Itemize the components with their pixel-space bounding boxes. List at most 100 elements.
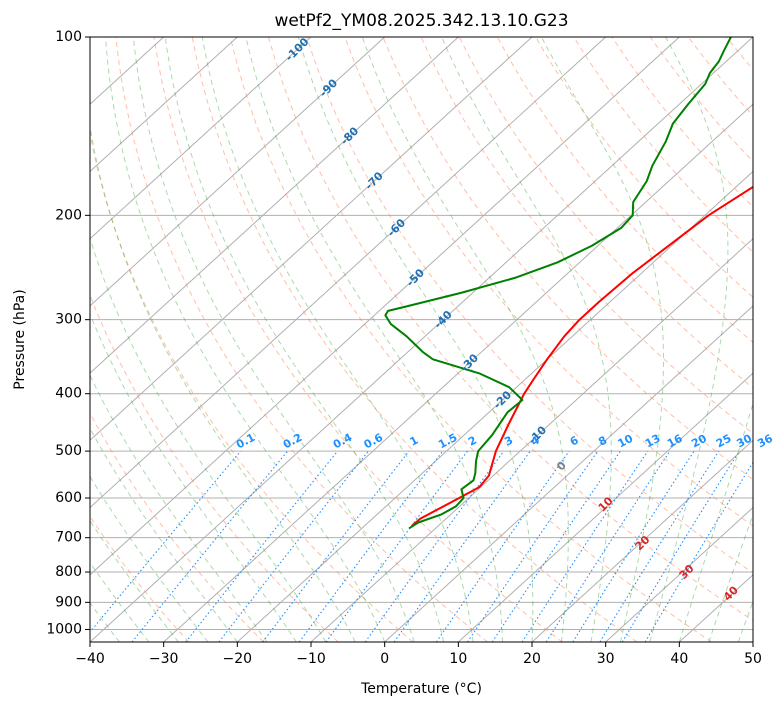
moist-adiabat-line <box>90 374 268 642</box>
mixing-ratio-label: 20 <box>689 432 709 451</box>
mixing-ratio-label: 1.5 <box>436 431 459 452</box>
isotherm-label: -70 <box>363 169 386 192</box>
y-tick-label: 900 <box>55 594 82 610</box>
dry-adiabat-line <box>191 37 638 642</box>
moist-adiabat-line <box>441 37 612 642</box>
mixing-ratio-line <box>599 450 720 642</box>
mixing-ratio-line <box>298 450 444 642</box>
mixing-ratio-line <box>545 450 671 642</box>
moist-adiabat-line <box>361 37 569 642</box>
chart-title: wetPf2_YM08.2025.342.13.10.G23 <box>274 11 568 31</box>
mixing-ratio-line <box>90 450 242 633</box>
isotherm-label: -60 <box>385 216 408 239</box>
mixing-ratio-line <box>131 450 289 642</box>
dry-adiabat-line <box>90 515 190 642</box>
moist-adiabat-line <box>540 37 664 642</box>
moist-adiabat-line <box>90 123 356 642</box>
mixing-ratio-line <box>325 450 468 642</box>
y-tick-label: 700 <box>55 530 82 546</box>
isotherm-line <box>90 37 459 374</box>
dry-adiabat-line <box>268 37 753 622</box>
mixing-ratio-line <box>467 450 599 642</box>
x-tick-label: 50 <box>744 651 762 667</box>
x-tick-label: −10 <box>296 651 326 667</box>
y-tick-label: 200 <box>55 207 82 223</box>
moist-adiabat-line <box>678 401 753 642</box>
moist-adiabat-line <box>90 236 327 642</box>
isotherm-label: -30 <box>458 351 481 374</box>
isotherm-line <box>90 37 238 173</box>
moist-adiabat-line <box>90 427 238 642</box>
mixing-ratio-label: 25 <box>714 432 734 451</box>
isotherm-line <box>531 439 753 642</box>
moist-adiabat-line <box>708 513 753 642</box>
isotherm-line <box>90 37 386 307</box>
moist-adiabat-line <box>132 37 415 642</box>
x-tick-label: 30 <box>597 651 615 667</box>
isotherm-line <box>605 506 753 642</box>
mixing-ratio-label: 3 <box>502 434 515 449</box>
x-tick-label: 20 <box>523 651 541 667</box>
isotherm-line <box>752 641 753 642</box>
isotherm-label: -20 <box>491 388 514 411</box>
isotherm-line <box>90 37 753 642</box>
isotherm-line <box>310 237 753 642</box>
moist-adiabat-line <box>297 37 534 642</box>
isotherm-line <box>163 103 753 642</box>
mixing-ratio-label: 0.4 <box>331 431 355 452</box>
dry-adiabat-line <box>687 37 753 117</box>
mixing-ratio-line <box>364 450 505 642</box>
moist-adiabat-label: 20 <box>632 533 652 553</box>
moist-adiabat-line <box>164 37 445 642</box>
dry-adiabat-line <box>229 37 712 642</box>
moist-adiabat-line <box>737 600 753 642</box>
dry-adiabat-line <box>115 37 488 642</box>
mixing-ratio-line <box>262 450 410 642</box>
isotherm-line <box>90 37 533 442</box>
temperature-line <box>411 185 753 527</box>
isotherm-line <box>457 372 753 642</box>
dry-adiabat-line <box>458 37 753 389</box>
moist-adiabat-label: 30 <box>677 562 697 582</box>
mixing-ratio-line <box>435 450 570 642</box>
mixing-ratio-line <box>393 450 531 642</box>
isotherm-line <box>90 37 312 240</box>
dry-adiabat-line <box>649 37 753 163</box>
dry-adiabat-line <box>611 37 753 208</box>
dry-adiabat-line <box>726 37 753 71</box>
mixing-ratio-label: 16 <box>665 432 685 451</box>
moist-adiabat-label: 0 <box>554 459 569 474</box>
mixing-ratio-line <box>218 450 369 642</box>
y-tick-label: 800 <box>55 564 82 580</box>
dry-adiabat-line <box>90 293 339 642</box>
mixing-ratio-label: 36 <box>755 432 775 451</box>
isotherm-line <box>236 170 753 642</box>
mixing-ratio-line <box>572 450 695 642</box>
moist-adiabat-line <box>90 475 209 642</box>
x-axis-label: Temperature (°C) <box>360 681 482 697</box>
mixing-ratio-line <box>185 450 339 642</box>
moist-adiabat-line <box>649 37 729 642</box>
isotherm-line <box>90 37 680 576</box>
isotherm-label: -90 <box>317 76 340 99</box>
mixing-ratio-label: 0.2 <box>281 431 304 452</box>
isotherm-label: -100 <box>283 35 312 64</box>
dry-adiabat-line <box>153 37 563 642</box>
y-tick-label: 600 <box>55 490 82 506</box>
dry-adiabat-line <box>496 37 753 344</box>
plot-frame <box>89 36 754 643</box>
y-tick-label: 400 <box>55 386 82 402</box>
x-tick-label: −20 <box>223 651 253 667</box>
moist-adiabat-label: 10 <box>596 494 616 514</box>
y-tick-label: 1000 <box>46 621 82 637</box>
mixing-ratio-label: 30 <box>734 432 754 451</box>
mixing-ratio-label: 0.6 <box>362 431 386 452</box>
moist-adiabat-line <box>245 37 503 642</box>
mixing-ratio-label: 8 <box>596 434 609 449</box>
dry-adiabat-line <box>765 37 775 642</box>
mixing-ratio-label: 2 <box>466 434 479 449</box>
mixing-ratio-line <box>621 450 740 642</box>
dry-adiabat-line <box>90 412 264 642</box>
